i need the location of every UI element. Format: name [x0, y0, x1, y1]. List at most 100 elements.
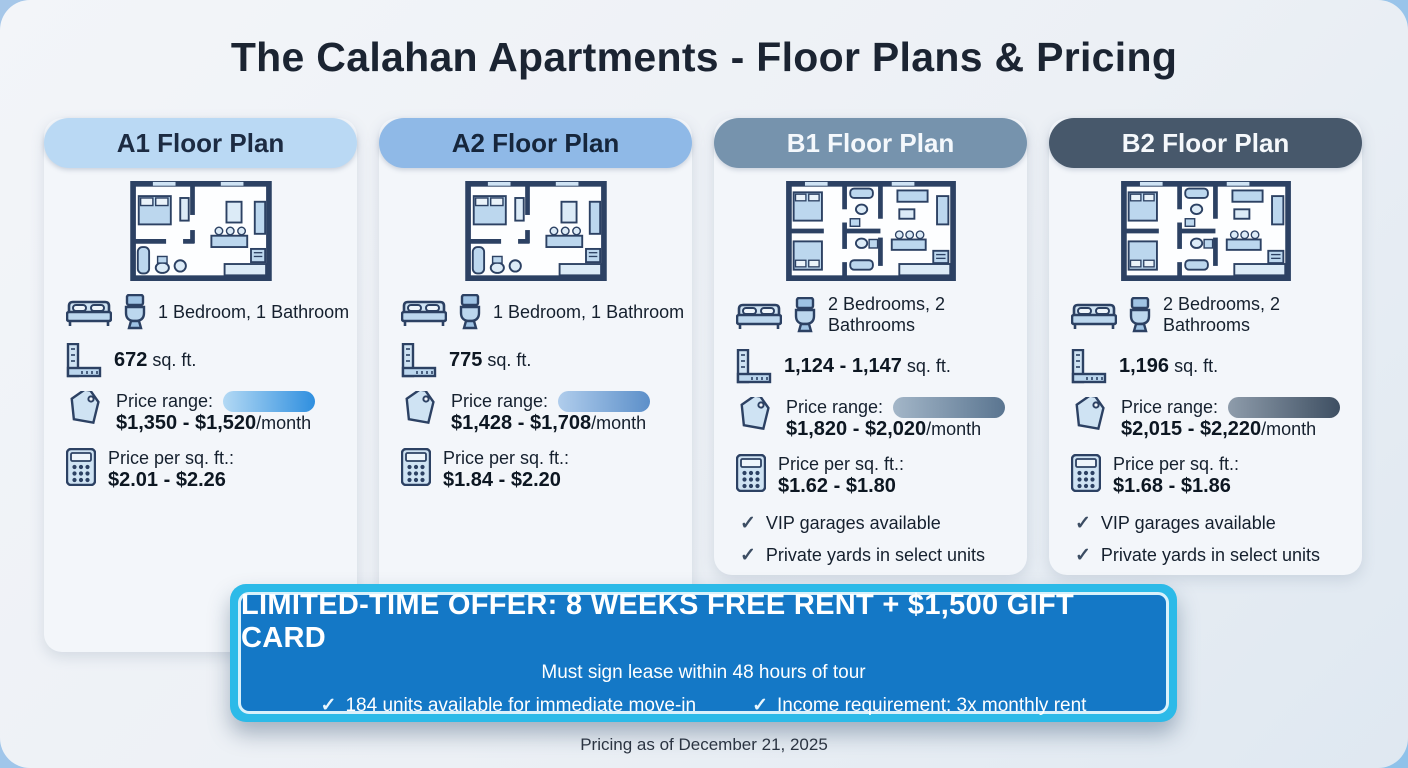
check-icon: ✓: [1075, 513, 1091, 534]
price-gradient-bar: [558, 391, 651, 412]
price-range-value: $1,820 - $2,020: [786, 418, 927, 440]
bed-icon: [66, 296, 112, 328]
price-per-sqft-value: $1.68 - $1.86: [1113, 475, 1231, 497]
sqft-unit: sq. ft.: [147, 350, 197, 370]
price-range-value: $1,428 - $1,708: [451, 412, 592, 434]
price-range-row: Price range: $2,015 - $2,220/month: [1049, 397, 1362, 441]
price-range-unit: /month: [591, 413, 647, 433]
floor-plan-image-a1: [44, 181, 357, 281]
floor-plan-image-b1: [714, 181, 1027, 281]
sqft-row: 1,196 sq. ft.: [1049, 349, 1362, 384]
floor-plan-card-b2: B2 Floor Plan 2 Bedrooms, 2 Bathrooms 1,…: [1049, 118, 1362, 575]
feature-label: Private yards in select units: [1100, 545, 1321, 565]
price-per-sqft-value: $1.84 - $2.20: [443, 469, 561, 491]
floor-plan-card-b1: B1 Floor Plan 2 Bedrooms, 2 Bathrooms 1,…: [714, 118, 1027, 575]
offer-banner: LIMITED-TIME OFFER: 8 WEEKS FREE RENT + …: [230, 584, 1177, 722]
bed-bath-row: 1 Bedroom, 1 Bathroom: [44, 294, 357, 330]
sqft-row: 672 sq. ft.: [44, 343, 357, 378]
price-tag-icon: [66, 391, 104, 427]
calculator-icon: [66, 448, 96, 486]
card-header-a1: A1 Floor Plan: [44, 118, 357, 168]
card-header-b1: B1 Floor Plan: [714, 118, 1027, 168]
price-per-sqft-value: $2.01 - $2.26: [108, 469, 226, 491]
offer-subtitle: Must sign lease within 48 hours of tour: [541, 662, 866, 683]
bed-icon: [401, 296, 447, 328]
price-tag-icon: [1071, 397, 1109, 433]
sqft-value: 1,124 - 1,147: [784, 355, 902, 377]
check-icon: ✓: [752, 695, 769, 716]
bed-icon: [1071, 299, 1117, 331]
ruler-icon: [66, 343, 102, 378]
sqft-row: 775 sq. ft.: [379, 343, 692, 378]
floor-plan-card-a2: A2 Floor Plan 1 Bedroom, 1 Bathroom 775 …: [379, 118, 692, 652]
calculator-icon: [736, 454, 766, 492]
price-tag-icon: [736, 397, 774, 433]
toilet-icon: [459, 294, 481, 330]
check-icon: ✓: [320, 695, 337, 716]
offer-banner-inner: LIMITED-TIME OFFER: 8 WEEKS FREE RENT + …: [238, 589, 1169, 717]
bed-bath-row: 2 Bedrooms, 2 Bathrooms: [1049, 294, 1362, 336]
sqft-value: 672: [114, 349, 148, 371]
sqft-value: 775: [449, 349, 483, 371]
price-range-value: $2,015 - $2,220: [1121, 418, 1262, 440]
sqft-value: 1,196: [1119, 355, 1170, 377]
ruler-icon: [1071, 349, 1107, 384]
price-per-sqft-label: Price per sq. ft.:: [778, 454, 905, 474]
calculator-icon: [401, 448, 431, 486]
price-range-label: Price range:: [451, 391, 549, 411]
calculator-icon: [1071, 454, 1101, 492]
price-per-sqft-row: Price per sq. ft.: $1.62 - $1.80: [714, 454, 1027, 498]
price-per-sqft-label: Price per sq. ft.:: [443, 448, 570, 468]
price-per-sqft-label: Price per sq. ft.:: [1113, 454, 1240, 474]
sqft-row: 1,124 - 1,147 sq. ft.: [714, 349, 1027, 384]
toilet-icon: [794, 297, 816, 333]
bed-bath-label: 2 Bedrooms, 2 Bathrooms: [828, 294, 946, 335]
offer-bullets: ✓ 184 units available for immediate move-…: [321, 694, 1087, 717]
bed-bath-label: 1 Bedroom, 1 Bathroom: [158, 301, 350, 322]
price-per-sqft-row: Price per sq. ft.: $1.68 - $1.86: [1049, 454, 1362, 498]
feature-item: ✓ Private yards in select units: [714, 544, 1027, 567]
feature-list: ✓ VIP garages available ✓ Private yards in…: [714, 512, 1027, 567]
offer-bullet-label: 184 units available for immediate move-i…: [345, 694, 697, 716]
feature-label: VIP garages available: [765, 513, 941, 533]
price-tag-icon: [401, 391, 439, 427]
price-range-label: Price range:: [786, 397, 884, 417]
price-range-unit: /month: [1261, 419, 1317, 439]
pricing-date-note: Pricing as of December 21, 2025: [580, 735, 828, 754]
bed-bath-row: 2 Bedrooms, 2 Bathrooms: [714, 294, 1027, 336]
offer-bullet: ✓ 184 units available for immediate move-…: [321, 694, 697, 717]
bed-icon: [736, 299, 782, 331]
price-gradient-bar: [223, 391, 316, 412]
offer-bullet: ✓ Income requirement: 3x monthly rent: [752, 694, 1086, 717]
price-range-label: Price range:: [1121, 397, 1219, 417]
price-range-row: Price range: $1,350 - $1,520/month: [44, 391, 357, 435]
floor-plan-card-a1: A1 Floor Plan 1 Bedroom, 1 Bathroom 672 …: [44, 118, 357, 652]
price-range-unit: /month: [256, 413, 312, 433]
sqft-unit: sq. ft.: [1169, 356, 1219, 376]
price-per-sqft-row: Price per sq. ft.: $1.84 - $2.20: [379, 448, 692, 492]
feature-item: ✓ VIP garages available: [714, 512, 1027, 535]
feature-item: ✓ Private yards in select units: [1049, 544, 1362, 567]
feature-item: ✓ VIP garages available: [1049, 512, 1362, 535]
price-range-label: Price range:: [116, 391, 214, 411]
price-gradient-bar: [893, 397, 1006, 418]
price-range-value: $1,350 - $1,520: [116, 412, 257, 434]
feature-label: Private yards in select units: [765, 545, 986, 565]
bed-bath-row: 1 Bedroom, 1 Bathroom: [379, 294, 692, 330]
check-icon: ✓: [1075, 545, 1091, 566]
page-title: The Calahan Apartments - Floor Plans & P…: [230, 34, 1178, 80]
card-header-b2: B2 Floor Plan: [1049, 118, 1362, 168]
price-per-sqft-value: $1.62 - $1.80: [778, 475, 896, 497]
toilet-icon: [124, 294, 146, 330]
bed-bath-label: 1 Bedroom, 1 Bathroom: [493, 301, 685, 322]
offer-title: LIMITED-TIME OFFER: 8 WEEKS FREE RENT + …: [241, 589, 1075, 654]
price-gradient-bar: [1228, 397, 1341, 418]
offer-bullet-label: Income requirement: 3x monthly rent: [777, 694, 1087, 716]
price-range-row: Price range: $1,428 - $1,708/month: [379, 391, 692, 435]
ruler-icon: [736, 349, 772, 384]
toilet-icon: [1129, 297, 1151, 333]
price-per-sqft-row: Price per sq. ft.: $2.01 - $2.26: [44, 448, 357, 492]
price-range-row: Price range: $1,820 - $2,020/month: [714, 397, 1027, 441]
feature-label: VIP garages available: [1100, 513, 1276, 533]
